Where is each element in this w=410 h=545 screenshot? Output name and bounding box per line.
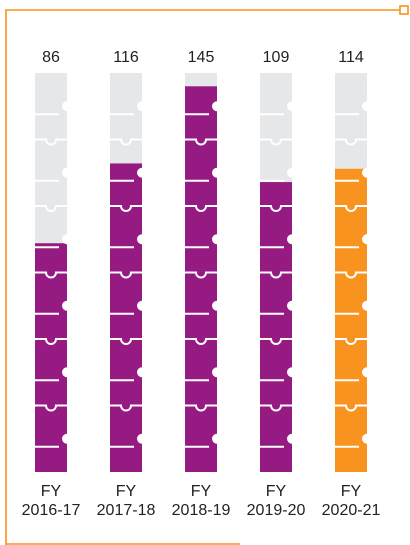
- puzzle-knob: [287, 101, 297, 112]
- frame-line: [5, 9, 400, 545]
- puzzle-knob: [362, 234, 372, 245]
- puzzle-separator: [110, 338, 142, 345]
- puzzle-separator: [335, 338, 367, 345]
- puzzle-separator: [110, 404, 142, 412]
- puzzle-knob: [212, 300, 222, 311]
- puzzle-separator: [260, 271, 292, 279]
- puzzle-knob: [62, 367, 72, 378]
- data-label: 114: [338, 49, 364, 66]
- data-label: 86: [42, 49, 60, 66]
- puzzle-knob: [62, 167, 72, 178]
- puzzle-separator: [185, 205, 217, 212]
- bar-group: [35, 73, 372, 473]
- puzzle-separator: [335, 404, 367, 412]
- puzzle-separator: [335, 271, 367, 279]
- puzzle-pattern: [110, 101, 147, 448]
- puzzle-knob: [362, 167, 372, 178]
- puzzle-knob: [137, 234, 147, 245]
- bar-column-2: [110, 73, 147, 472]
- category-label: 2016-17: [22, 502, 81, 519]
- puzzle-knob: [287, 367, 297, 378]
- puzzle-separator: [185, 138, 217, 146]
- puzzle-knob: [212, 367, 222, 378]
- puzzle-knob: [287, 433, 297, 444]
- label-group: 86 FY 2016-17 116 FY 2017-18 145 FY 2018-19 109 FY…: [22, 49, 381, 519]
- puzzle-separator: [35, 205, 67, 212]
- puzzle-knob: [287, 167, 297, 178]
- puzzle-knob: [137, 300, 147, 311]
- bar-column-5: [335, 73, 372, 472]
- puzzle-knob: [362, 367, 372, 378]
- puzzle-knob: [362, 101, 372, 112]
- bar-column-1: [35, 73, 72, 472]
- puzzle-separator: [110, 271, 142, 279]
- puzzle-pattern: [35, 101, 72, 448]
- puzzle-separator: [335, 138, 367, 146]
- bar-value: [110, 163, 142, 472]
- category-label: FY: [41, 483, 62, 500]
- bar-value: [260, 182, 292, 472]
- data-label: 109: [263, 49, 290, 66]
- puzzle-separator: [260, 404, 292, 412]
- category-label: 2017-18: [97, 502, 156, 519]
- puzzle-knob: [287, 300, 297, 311]
- puzzle-separator: [35, 271, 67, 279]
- puzzle-knob: [212, 433, 222, 444]
- frame-corner-square: [399, 5, 409, 15]
- bar-value: [185, 86, 217, 473]
- category-label: 2018-19: [172, 502, 231, 519]
- category-label: FY: [266, 483, 287, 500]
- puzzle-knob: [212, 167, 222, 178]
- puzzle-separator: [185, 404, 217, 412]
- puzzle-separator: [260, 138, 292, 146]
- puzzle-knob: [62, 433, 72, 444]
- puzzle-knob: [62, 300, 72, 311]
- category-label: 2019-20: [247, 502, 306, 519]
- data-label: 145: [188, 49, 215, 66]
- puzzle-knob: [137, 433, 147, 444]
- puzzle-knob: [212, 234, 222, 245]
- puzzle-knob: [362, 300, 372, 311]
- category-label: FY: [341, 483, 362, 500]
- puzzle-knob: [362, 433, 372, 444]
- puzzle-pattern: [260, 101, 297, 448]
- orange-frame-border: [5, 5, 409, 545]
- puzzle-separator: [35, 404, 67, 412]
- category-label: FY: [191, 483, 212, 500]
- puzzle-separator: [260, 338, 292, 345]
- puzzle-knob: [62, 101, 72, 112]
- bar-value: [335, 168, 367, 472]
- puzzle-separator: [35, 138, 67, 146]
- puzzle-knob: [137, 101, 147, 112]
- puzzle-separator: [260, 205, 292, 212]
- puzzle-separator: [335, 205, 367, 212]
- category-label: FY: [116, 483, 137, 500]
- puzzle-knob: [212, 101, 222, 112]
- data-label: 116: [113, 49, 139, 66]
- puzzle-separator: [185, 271, 217, 279]
- puzzle-pattern: [335, 101, 372, 448]
- puzzle-pattern: [185, 101, 222, 448]
- puzzle-separator: [35, 338, 67, 345]
- bar-column-3: [185, 73, 222, 473]
- puzzle-separator: [110, 205, 142, 212]
- puzzle-separator: [185, 338, 217, 345]
- puzzle-knob: [62, 234, 72, 245]
- puzzle-knob: [137, 367, 147, 378]
- bar-column-4: [260, 73, 297, 472]
- puzzle-separator: [110, 138, 142, 146]
- bar-value: [35, 243, 67, 472]
- category-label: 2020-21: [322, 502, 381, 519]
- puzzle-knob: [287, 234, 297, 245]
- puzzle-knob: [137, 167, 147, 178]
